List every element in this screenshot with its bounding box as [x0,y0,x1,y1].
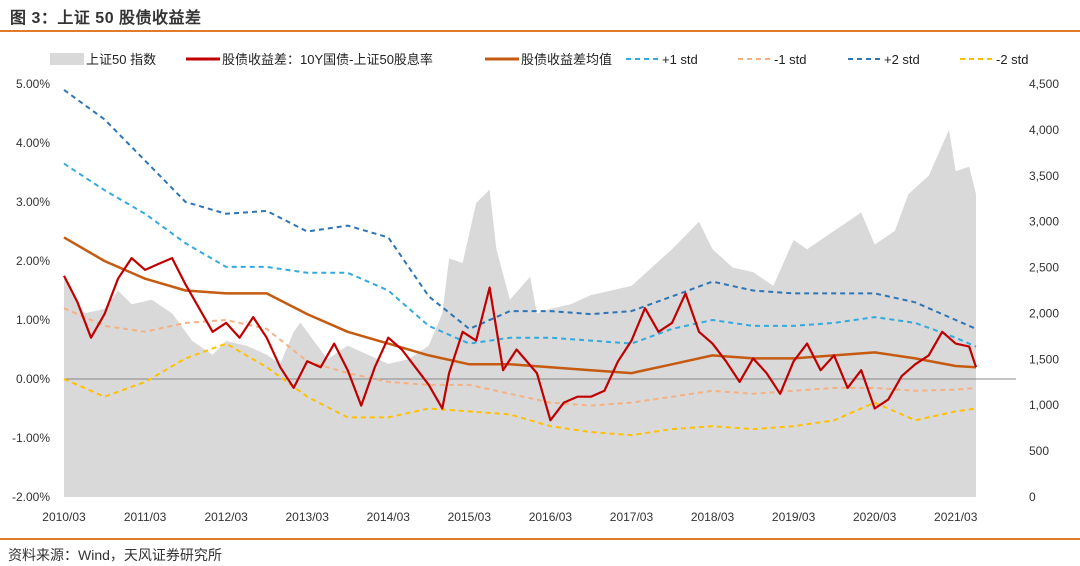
x-tick-label: 2017/03 [610,510,654,524]
x-tick-label: 2016/03 [529,510,573,524]
legend-label-m1: -1 std [774,52,807,67]
y-right-tick-label: 2,500 [1029,261,1059,275]
y-left-tick-label: 0.00% [16,372,50,386]
legend-swatch-index [50,53,84,65]
series-m1-line [63,307,977,407]
series-p1-line [63,162,977,348]
legend-label-index: 上证50 指数 [86,52,156,67]
y-left-tick-label: 5.00% [16,77,50,91]
chart-canvas: 5.00% 4.00% 3.00% 2.00% 1.00% 0.00% -1.00% -2.0… [12,52,1059,524]
legend-label-p2: +2 std [884,52,920,67]
x-tick-label: 2015/03 [448,510,492,524]
legend-label-p1: +1 std [662,52,698,67]
footer-rule [0,538,1080,540]
series-index-area [64,129,976,497]
legend-label-m2: -2 std [996,52,1029,67]
y-right-tick-label: 4,000 [1029,123,1059,137]
chart-title: 图 3：上证 50 股债收益差 [10,10,202,27]
y-left-tick-label: 4.00% [16,136,50,150]
y-right-tick-label: 3,500 [1029,169,1059,183]
x-tick-label: 2020/03 [853,510,897,524]
x-tick-label: 2011/03 [124,510,167,524]
x-tick-label: 2013/03 [286,510,330,524]
legend-label-mean: 股债收益差均值 [521,52,612,67]
source-note: 资料来源：Wind，天风证券研究所 [8,547,222,563]
y-right-tick-label: 1,000 [1029,398,1059,412]
y-right-tick-label: 4,500 [1029,77,1059,91]
x-tick-label: 2018/03 [691,510,735,524]
x-tick-label: 2012/03 [204,510,248,524]
legend-label-spread: 股债收益差：10Y国债-上证50股息率 [222,52,433,67]
y-right-tick-label: 3,000 [1029,215,1059,229]
y-left-tick-label: 3.00% [16,195,50,209]
y-right-tick-label: 500 [1029,444,1049,458]
x-tick-label: 2019/03 [772,510,816,524]
y-right-tick-label: 0 [1029,490,1036,504]
y-left-tick-label: -1.00% [12,431,50,445]
header-rule [0,30,1080,32]
series-spread-line [63,257,978,422]
series-m2-line [63,342,977,437]
y-right-tick-label: 1,500 [1029,352,1059,366]
x-tick-label: 2021/03 [934,510,978,524]
y-left-tick-label: 2.00% [16,254,50,268]
y-right-tick-label: 2,000 [1029,306,1059,320]
series-p2-line [63,89,977,330]
y-left-tick-label: 1.00% [16,313,50,327]
x-tick-label: 2014/03 [367,510,411,524]
x-tick-label: 2010/03 [42,510,86,524]
y-left-tick-label: -2.00% [12,490,50,504]
